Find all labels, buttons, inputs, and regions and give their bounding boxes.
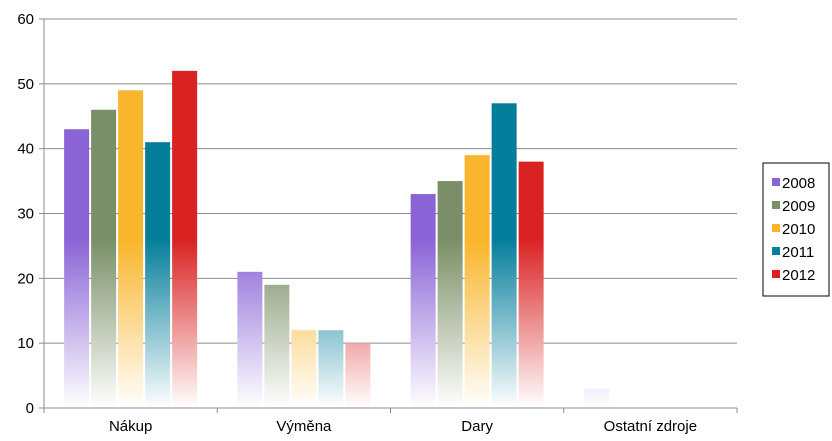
legend-label-2010: 2010: [782, 221, 815, 238]
bar-2011-1: [145, 142, 171, 408]
bar-2011-3: [491, 103, 517, 409]
bar-2012-1: [172, 70, 198, 408]
legend-swatch-2009: [772, 201, 780, 209]
bar-2008-4: [583, 388, 609, 408]
bar-2009-2: [264, 284, 290, 408]
x-tick-label: Dary: [461, 418, 493, 435]
x-tick-label: Výměna: [276, 418, 332, 435]
legend-label-2011: 2011: [782, 244, 814, 261]
bar-2008-2: [237, 271, 263, 408]
y-tick-label: 20: [17, 270, 34, 287]
legend-swatch-2011: [772, 247, 780, 255]
bar-2012-2: [345, 343, 371, 408]
y-axis: 0 10 20 30 40 50 60: [17, 11, 45, 417]
bar-2010-1: [118, 90, 144, 409]
y-tick-label: 60: [17, 11, 34, 28]
bar-2011-2: [318, 330, 344, 408]
legend-label-2012: 2012: [782, 267, 815, 284]
bar-2012-3: [518, 161, 544, 408]
y-tick-label: 0: [26, 400, 34, 417]
legend-label-2009: 2009: [782, 198, 815, 215]
x-tick-label: Nákup: [109, 418, 152, 435]
bar-2010-2: [291, 330, 317, 408]
legend-swatch-2012: [772, 270, 780, 278]
y-tick-label: 50: [17, 76, 34, 93]
bar-2008-3: [410, 194, 436, 408]
legend-swatch-2010: [772, 224, 780, 232]
bar-2009-3: [437, 181, 463, 408]
x-tick-label: Ostatní zdroje: [604, 418, 697, 435]
bar-2010-3: [464, 155, 490, 408]
bars: [64, 70, 609, 409]
legend-label-2008: 2008: [782, 175, 815, 192]
bar-2008-1: [64, 129, 90, 408]
y-tick-label: 10: [17, 335, 34, 352]
y-tick-label: 30: [17, 206, 34, 223]
legend: 2008 2009 2010 2011 2012: [762, 162, 830, 297]
y-tick-label: 40: [17, 141, 34, 158]
x-axis: Nákup Výměna Dary Ostatní zdroje: [43, 407, 738, 435]
bar-2009-1: [91, 109, 117, 409]
legend-swatch-2008: [772, 178, 780, 186]
